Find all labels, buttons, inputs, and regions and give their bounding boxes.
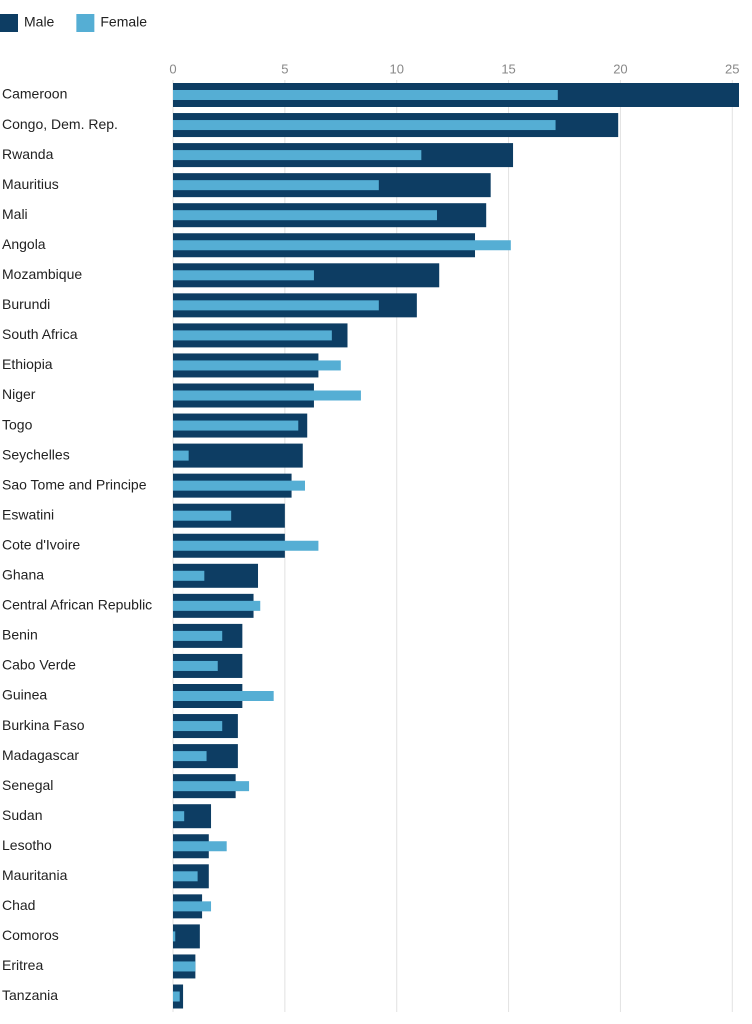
y-tick-label: Mali [2, 206, 28, 222]
y-tick-label: Mauritania [2, 867, 68, 883]
y-tick-label: Angola [2, 236, 46, 252]
bar [173, 570, 205, 581]
bar [173, 480, 305, 491]
y-tick-label: Eswatini [2, 506, 54, 522]
y-tick-label: Madagascar [2, 747, 79, 763]
bar [173, 150, 422, 161]
y-tick-label: Tanzania [2, 987, 58, 1003]
bar [173, 270, 314, 281]
bar [173, 240, 511, 251]
y-tick-label: Ethiopia [2, 356, 53, 372]
bar [173, 721, 223, 732]
bar [173, 120, 556, 131]
y-tick-label: Cote d'Ivoire [2, 536, 80, 552]
y-tick-label: Benin [2, 627, 38, 643]
x-tick-label: 10 [389, 61, 403, 76]
bar [173, 931, 176, 942]
y-tick-label: Congo, Dem. Rep. [2, 116, 118, 132]
bar [173, 300, 379, 311]
legend-label: Female [100, 14, 147, 30]
bar [173, 811, 185, 822]
y-tick-label: Ghana [2, 567, 44, 583]
bar [173, 420, 299, 431]
y-tick-label: Eritrea [2, 957, 43, 973]
y-tick-label: Guinea [2, 687, 47, 703]
bar [173, 924, 200, 949]
y-tick-label: Lesotho [2, 837, 52, 853]
y-tick-label: Mozambique [2, 266, 82, 282]
bar [173, 330, 332, 341]
bar [173, 443, 303, 468]
bar [173, 660, 218, 671]
bar [173, 210, 437, 221]
y-tick-label: Cameroon [2, 86, 67, 102]
bar [173, 360, 341, 371]
y-tick-label: Togo [2, 416, 33, 432]
bar [173, 510, 232, 521]
bar [173, 691, 274, 701]
bar [173, 90, 558, 100]
y-tick-label: Comoros [2, 927, 59, 943]
x-tick-label: 15 [501, 61, 515, 76]
y-tick-label: Rwanda [2, 146, 54, 162]
bar [173, 540, 319, 551]
bar [173, 450, 189, 461]
bar [173, 390, 361, 401]
bar [173, 901, 212, 912]
bar [173, 180, 379, 191]
bar [173, 871, 198, 882]
y-tick-label: Sudan [2, 807, 42, 823]
legend-label: Male [24, 14, 55, 30]
bar [173, 841, 227, 852]
bar [173, 991, 180, 1002]
y-tick-label: Mauritius [2, 176, 59, 192]
x-tick-label: 0 [169, 61, 176, 76]
y-tick-label: Burkina Faso [2, 717, 85, 733]
x-tick-label: 5 [281, 61, 288, 76]
y-tick-label: Central African Republic [2, 597, 152, 613]
y-tick-label: Sao Tome and Principe [2, 476, 147, 492]
bar [173, 781, 250, 792]
y-tick-label: Burundi [2, 296, 50, 312]
legend-swatch [0, 14, 18, 32]
y-tick-label: Chad [2, 897, 35, 913]
x-tick-label: 20 [613, 61, 627, 76]
y-tick-label: Senegal [2, 777, 53, 793]
x-tick-label: 25 [725, 61, 739, 76]
bar [173, 961, 196, 972]
y-tick-label: Cabo Verde [2, 657, 76, 673]
bar [173, 600, 261, 611]
bar [173, 630, 223, 641]
y-tick-label: Seychelles [2, 446, 70, 462]
legend-swatch [76, 14, 95, 32]
y-tick-label: South Africa [2, 326, 78, 342]
bar [173, 751, 207, 762]
y-tick-label: Niger [2, 386, 36, 402]
